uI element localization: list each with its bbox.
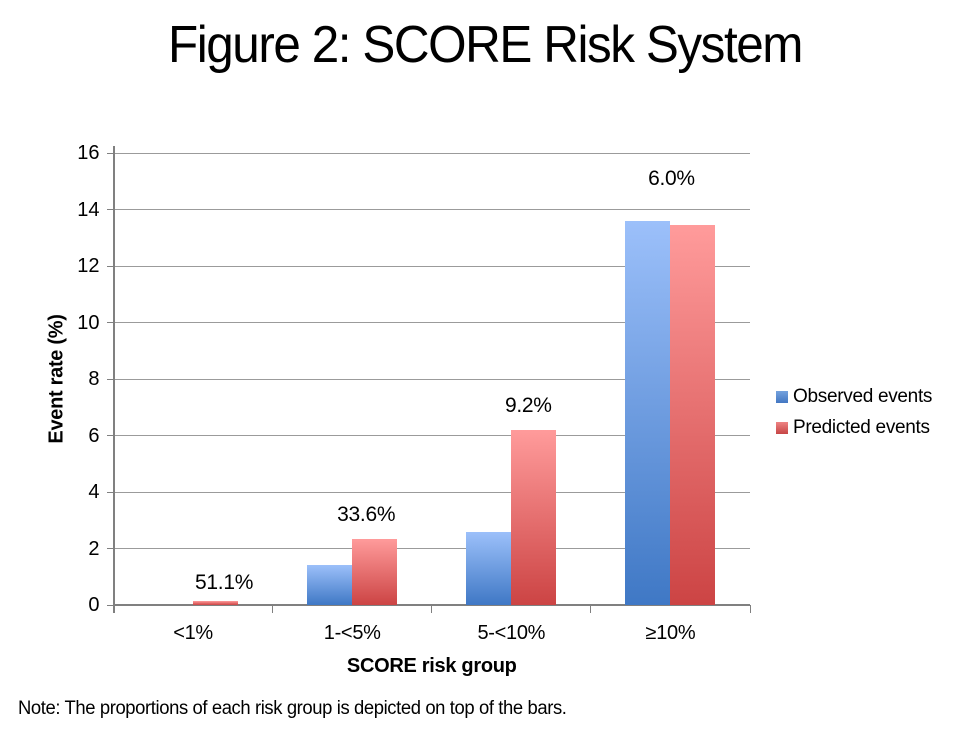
gridline — [113, 209, 750, 210]
x-axis-tick — [749, 605, 751, 613]
x-axis-tick — [590, 605, 592, 613]
bar-proportion-label: 9.2% — [504, 393, 552, 417]
x-tick-label: <1% — [173, 622, 213, 644]
gridline — [113, 491, 750, 493]
gridline — [113, 378, 750, 380]
y-axis-tick — [106, 209, 114, 210]
bar-proportion-label: 33.6% — [337, 502, 396, 526]
y-tick-label: 8 — [88, 368, 100, 390]
gridline — [113, 152, 750, 154]
observed-series-swatch-icon — [776, 391, 788, 403]
gridline — [113, 548, 750, 549]
bar-predicted-1 — [193, 600, 239, 605]
bar-observed-4 — [625, 220, 671, 605]
y-tick-label: 12 — [77, 255, 100, 277]
bar-observed-3 — [466, 531, 512, 605]
chart-title: Figure 2: SCORE Risk System — [167, 16, 804, 74]
y-axis-title: Event rate (%) — [45, 314, 68, 444]
gridline — [113, 322, 750, 323]
y-tick-label: 16 — [77, 142, 100, 164]
y-tick-label: 10 — [77, 311, 100, 334]
x-tick-label: ≥10% — [645, 622, 696, 644]
y-axis-tick — [106, 322, 114, 323]
y-axis-tick — [106, 378, 114, 380]
x-axis-title: SCORE risk group — [346, 655, 517, 677]
legend-label-predicted: Predicted events — [793, 417, 930, 438]
bar-predicted-3 — [511, 429, 557, 605]
y-tick-label: 2 — [88, 537, 100, 560]
legend: Observed events Predicted events — [776, 387, 932, 449]
y-axis-tick — [106, 491, 114, 493]
predicted-series-swatch-icon — [776, 422, 788, 434]
x-axis-tick — [431, 605, 433, 613]
x-tick-label: 1-<5% — [323, 622, 381, 644]
y-axis-tick — [106, 435, 114, 436]
bar-observed-2 — [307, 565, 353, 605]
y-axis-tick — [106, 265, 114, 267]
bar-predicted-4 — [670, 225, 716, 605]
gridline — [113, 435, 750, 436]
x-tick-label: 5-<10% — [477, 622, 546, 644]
x-axis-tick — [113, 605, 114, 613]
y-axis-line — [112, 146, 115, 613]
y-axis-tick — [106, 152, 114, 154]
y-tick-label: 14 — [77, 198, 100, 221]
y-tick-label: 0 — [88, 594, 100, 616]
footnote: Note: The proportions of each risk group… — [18, 698, 567, 719]
y-tick-label: 6 — [88, 424, 100, 447]
y-tick-label: 4 — [88, 481, 100, 503]
legend-item-predicted: Predicted events — [776, 418, 932, 438]
bar-proportion-label: 51.1% — [195, 570, 254, 594]
y-axis-tick — [106, 548, 114, 549]
gridline — [113, 265, 750, 267]
bar-predicted-2 — [352, 538, 398, 605]
bar-proportion-label: 6.0% — [648, 166, 695, 190]
x-axis-tick — [272, 605, 274, 613]
y-axis-tick — [106, 604, 114, 606]
legend-item-observed: Observed events — [776, 387, 932, 407]
legend-label-observed: Observed events — [793, 386, 933, 407]
